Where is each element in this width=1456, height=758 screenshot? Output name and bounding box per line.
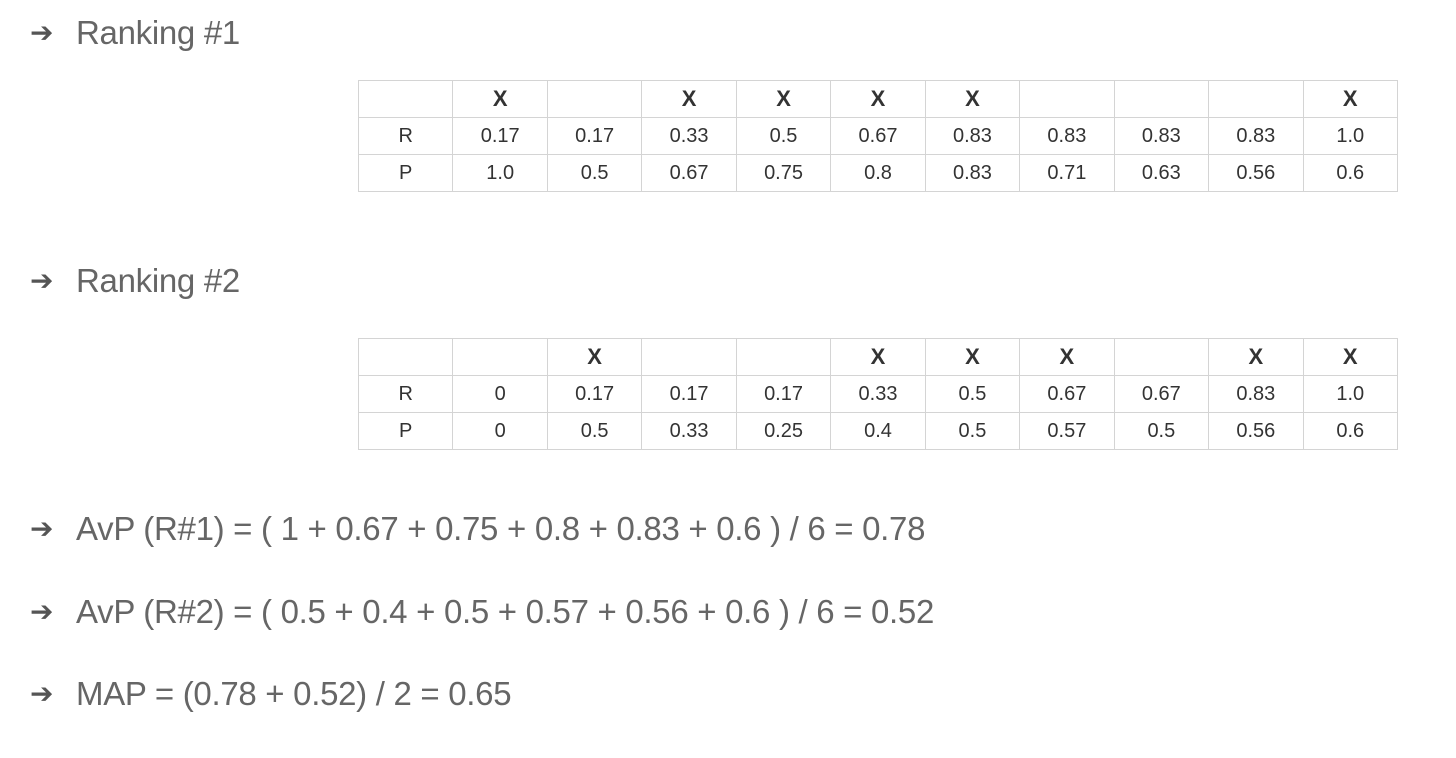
table-cell (546, 80, 643, 118)
table-cell: X (924, 338, 1021, 376)
table-cell: 1.0 (452, 154, 548, 192)
table-cell: X (1019, 338, 1115, 376)
table-cell: X (924, 80, 1021, 118)
precision-row: P 0 0.5 0.33 0.25 0.4 0.5 0.57 0.5 0.56 … (357, 412, 1399, 450)
table-cell: 0.83 (1019, 117, 1115, 155)
table-cell: 0.33 (830, 375, 926, 413)
heading-text: Ranking #2 (76, 262, 240, 299)
table-cell: 0.5 (546, 154, 643, 192)
table-cell: 0.25 (735, 412, 832, 450)
table-cell: 0.8 (830, 154, 926, 192)
recall-row: R 0 0.17 0.17 0.17 0.33 0.5 0.67 0.67 0.… (357, 375, 1399, 413)
table-cell (357, 338, 454, 376)
table-cell: 1.0 (1302, 117, 1399, 155)
table-cell: 0.4 (830, 412, 926, 450)
table-cell: 0.5 (924, 412, 1021, 450)
table-cell: 0.67 (1019, 375, 1115, 413)
table-cell: 0.83 (1208, 375, 1304, 413)
table-cell: 0 (452, 412, 548, 450)
formula-text: AvP (R#1) = ( 1 + 0.67 + 0.75 + 0.8 + 0.… (76, 510, 926, 547)
ranking-2-table: X X X X X X R 0 0.17 0.17 0.17 0.33 0.5 … (357, 338, 1399, 450)
table-cell: 0.67 (641, 154, 737, 192)
formula-avp-r1: ➔ AvP (R#1) = ( 1 + 0.67 + 0.75 + 0.8 + … (30, 512, 925, 545)
table-cell (357, 80, 454, 118)
recall-row: R 0.17 0.17 0.33 0.5 0.67 0.83 0.83 0.83… (357, 117, 1399, 155)
table-cell: 0.83 (924, 154, 1021, 192)
table-cell: 0.71 (1019, 154, 1115, 192)
table-cell: X (641, 80, 737, 118)
table-cell: 0.17 (641, 375, 737, 413)
table-cell (1019, 80, 1115, 118)
table-cell (1113, 338, 1210, 376)
table-cell: 0.33 (641, 117, 737, 155)
formula-text: MAP = (0.78 + 0.52) / 2 = 0.65 (76, 675, 512, 712)
precision-row: P 1.0 0.5 0.67 0.75 0.8 0.83 0.71 0.63 0… (357, 154, 1399, 192)
table-cell: X (735, 80, 832, 118)
heading-ranking-1: ➔ Ranking #1 (30, 16, 240, 49)
table-cell: 0.83 (924, 117, 1021, 155)
table-cell: 0.75 (735, 154, 832, 192)
table-cell (1113, 80, 1210, 118)
table-cell: X (830, 80, 926, 118)
formula-map: ➔ MAP = (0.78 + 0.52) / 2 = 0.65 (30, 675, 512, 712)
table-cell: 0.33 (641, 412, 737, 450)
table-cell: 0 (452, 375, 548, 413)
table-cell: 1.0 (1302, 375, 1399, 413)
row-label: R (357, 117, 454, 155)
table-cell: 0.5 (1113, 412, 1210, 450)
table-cell: 0.5 (924, 375, 1021, 413)
table-cell: 0.56 (1208, 154, 1304, 192)
row-label: P (357, 412, 454, 450)
table-cell: X (1302, 80, 1399, 118)
heading-ranking-2: ➔ Ranking #2 (30, 264, 240, 297)
arrow-right-icon: ➔ (30, 594, 54, 628)
table-cell: 0.56 (1208, 412, 1304, 450)
table-cell: 0.17 (452, 117, 548, 155)
table-cell: 0.57 (1019, 412, 1115, 450)
table-cell (641, 338, 737, 376)
table-cell: X (1208, 338, 1304, 376)
table-cell: 0.17 (735, 375, 832, 413)
ranking-1-table: X X X X X X R 0.17 0.17 0.33 0.5 0.67 0.… (357, 80, 1399, 192)
arrow-right-icon: ➔ (30, 15, 54, 49)
arrow-right-icon: ➔ (30, 263, 54, 297)
table-cell: 0.5 (546, 412, 643, 450)
table-cell: X (1302, 338, 1399, 376)
table-cell: 0.83 (1208, 117, 1304, 155)
arrow-right-icon: ➔ (30, 676, 54, 710)
table-cell (735, 338, 832, 376)
arrow-right-icon: ➔ (30, 511, 54, 545)
table-cell: X (546, 338, 643, 376)
table-cell: 0.63 (1113, 154, 1210, 192)
row-label: R (357, 375, 454, 413)
relevance-row: X X X X X X (357, 80, 1399, 118)
formula-avp-r2: ➔ AvP (R#2) = ( 0.5 + 0.4 + 0.5 + 0.57 +… (30, 595, 934, 628)
table-cell: 0.5 (735, 117, 832, 155)
row-label: P (357, 154, 454, 192)
heading-text: Ranking #1 (76, 14, 240, 51)
table-cell: X (452, 80, 548, 118)
table-cell (452, 338, 548, 376)
table-cell: 0.17 (546, 375, 643, 413)
table-cell: 0.83 (1113, 117, 1210, 155)
table-cell: 0.6 (1302, 154, 1399, 192)
table-cell: 0.6 (1302, 412, 1399, 450)
formula-text: AvP (R#2) = ( 0.5 + 0.4 + 0.5 + 0.57 + 0… (76, 593, 935, 630)
table-cell: 0.67 (1113, 375, 1210, 413)
relevance-row: X X X X X X (357, 338, 1399, 376)
table-cell: X (830, 338, 926, 376)
table-cell: 0.67 (830, 117, 926, 155)
table-cell: 0.17 (546, 117, 643, 155)
table-cell (1208, 80, 1304, 118)
